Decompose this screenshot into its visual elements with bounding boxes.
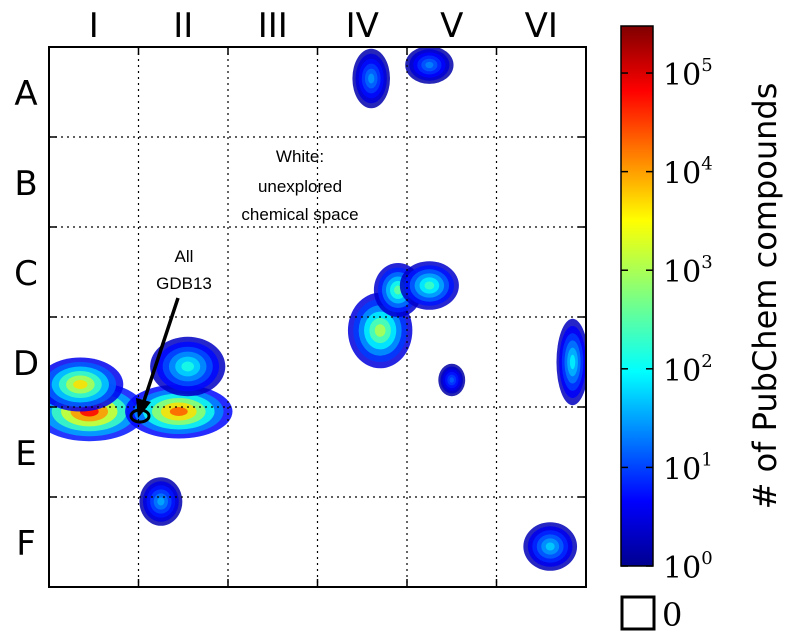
density-blob [181, 361, 194, 372]
zero-label: 0 [662, 596, 682, 634]
annotation-arrow [141, 297, 180, 405]
column-label: III [258, 6, 288, 46]
density-blob [374, 324, 386, 337]
row-label: B [14, 164, 37, 204]
plot-area [48, 46, 587, 588]
colorbar-tick-label: 104 [663, 154, 713, 192]
gdb13-marker [129, 408, 151, 424]
gridlines [49, 47, 586, 587]
colorbar-tick-exponent: 3 [701, 252, 712, 273]
annotation-gdb13: All GDB13 [129, 247, 212, 424]
colorbar-tick-exponent: 5 [701, 55, 712, 76]
row-labels: A B C D E F [13, 74, 39, 564]
colorbar-tick-exponent: 0 [701, 548, 712, 569]
zero-swatch [620, 595, 656, 631]
colorbar-tick-exponent: 4 [701, 154, 712, 175]
density-blob [569, 354, 576, 370]
colorbar-tick-label: 103 [663, 252, 713, 290]
annotation-line: chemical space [241, 205, 358, 224]
row-label: E [15, 434, 36, 474]
column-label: I [89, 6, 99, 46]
colorbar-tick-exponent: 2 [701, 351, 712, 372]
density-blob [545, 542, 555, 551]
density-blob [425, 61, 434, 69]
row-label: D [13, 344, 39, 384]
row-label: F [16, 524, 36, 564]
column-label: V [440, 6, 463, 46]
annotation-line: All [175, 247, 194, 266]
arrow-head [136, 398, 151, 418]
density-blob [73, 380, 88, 389]
colorbar-tick-label: 101 [663, 449, 713, 487]
colorbar-tick-label: 102 [663, 351, 713, 389]
density-blob [424, 281, 435, 290]
density-clusters [49, 47, 586, 571]
row-label: C [14, 254, 38, 294]
annotation-line: unexplored [258, 177, 342, 196]
density-blob [449, 377, 454, 383]
density-blob [157, 497, 165, 506]
annotation-line: GDB13 [156, 274, 212, 293]
annotation-line: White: [276, 147, 324, 166]
axis-ticks [48, 46, 587, 588]
colorbar-tick-label: 105 [663, 55, 713, 93]
column-label: II [173, 6, 193, 46]
colorbar-tick-label: 100 [663, 548, 713, 586]
colorbar-tick-exponent: 1 [701, 449, 712, 470]
colorbar-gradient [620, 25, 654, 567]
column-label: VI [525, 6, 558, 46]
row-label: A [14, 74, 37, 114]
annotation-unexplored: White: unexplored chemical space [241, 147, 358, 224]
density-blob [169, 407, 188, 416]
colorbar-label: # of PubChem compounds [746, 83, 784, 510]
column-labels: I II III IV V VI [89, 6, 558, 46]
density-blob [368, 73, 375, 84]
column-label: IV [346, 6, 379, 46]
